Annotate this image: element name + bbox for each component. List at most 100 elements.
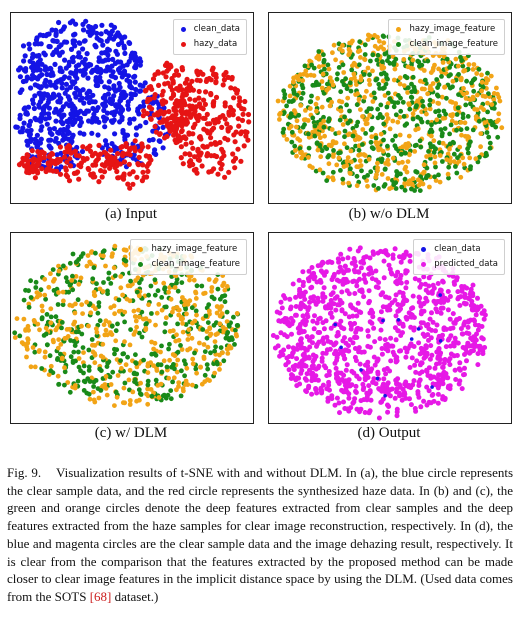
scatter-point xyxy=(368,127,374,133)
scatter-point xyxy=(87,259,93,265)
scatter-point xyxy=(472,322,478,328)
scatter-point xyxy=(290,345,296,351)
scatter-point xyxy=(362,52,368,57)
scatter-point xyxy=(384,381,390,387)
scatter-point xyxy=(412,362,418,368)
scatter-point xyxy=(297,291,303,297)
scatter-point xyxy=(402,176,408,182)
scatter-point xyxy=(160,124,166,130)
scatter-point xyxy=(418,144,424,150)
scatter-point xyxy=(35,170,41,176)
scatter-point xyxy=(238,158,244,164)
scatter-point xyxy=(181,134,187,140)
scatter-point xyxy=(482,94,488,99)
scatter-point xyxy=(458,326,464,332)
scatter-point xyxy=(375,165,380,171)
scatter-point xyxy=(63,275,69,281)
scatter-point xyxy=(353,383,359,389)
scatter-point xyxy=(309,93,314,99)
scatter-point xyxy=(102,138,109,144)
scatter-point xyxy=(148,115,154,122)
scatter-point xyxy=(226,322,232,328)
scatter-point xyxy=(133,125,140,131)
scatter-point xyxy=(69,278,75,283)
scatter-point xyxy=(463,102,469,108)
scatter-point xyxy=(332,295,338,301)
scatter-point xyxy=(175,357,181,363)
citation-link[interactable]: [68] xyxy=(89,588,112,604)
scatter-point xyxy=(371,90,377,96)
scatter-point xyxy=(402,150,408,156)
scatter-point xyxy=(210,65,216,71)
scatter-point xyxy=(436,346,442,351)
scatter-point xyxy=(38,287,44,293)
scatter-point xyxy=(146,137,152,143)
scatter-point xyxy=(367,298,372,304)
scatter-point xyxy=(205,366,211,372)
scatter-point xyxy=(197,69,203,75)
scatter-point xyxy=(462,372,467,377)
scatter-point xyxy=(352,75,357,81)
scatter-point xyxy=(127,84,133,90)
scatter-point xyxy=(180,161,186,167)
scatter-point xyxy=(22,53,28,59)
scatter-point xyxy=(98,79,104,85)
scatter-point xyxy=(224,284,230,289)
scatter-point xyxy=(376,186,381,191)
scatter-point xyxy=(466,343,472,349)
scatter-point xyxy=(336,155,342,161)
scatter-point xyxy=(419,86,425,92)
scatter-point xyxy=(328,325,334,331)
scatter-point xyxy=(358,163,364,168)
scatter-point xyxy=(358,259,364,265)
scatter-point xyxy=(336,150,341,156)
scatter-point xyxy=(208,135,214,141)
scatter-point xyxy=(89,130,95,136)
scatter-point xyxy=(171,362,176,367)
scatter-point xyxy=(208,90,214,97)
scatter-point xyxy=(293,312,299,318)
scatter-point xyxy=(136,111,142,117)
scatter-point xyxy=(300,269,306,275)
scatter-point xyxy=(325,154,331,160)
scatter-point xyxy=(106,276,111,282)
scatter-point xyxy=(438,127,444,132)
scatter-point xyxy=(298,103,304,108)
scatter-point xyxy=(358,265,364,271)
scatter-point xyxy=(42,354,48,360)
scatter-plot-c xyxy=(12,243,241,408)
scatter-point xyxy=(366,410,372,416)
scatter-point xyxy=(445,171,451,177)
scatter-point xyxy=(357,39,363,45)
scatter-point xyxy=(43,325,49,331)
scatter-point xyxy=(193,166,199,172)
scatter-point xyxy=(319,104,325,110)
scatter-point xyxy=(120,127,126,134)
scatter-point xyxy=(56,381,62,387)
scatter-point xyxy=(315,263,321,269)
scatter-point xyxy=(179,127,185,134)
scatter-point xyxy=(457,303,463,308)
scatter-point xyxy=(479,347,485,353)
scatter-point xyxy=(388,358,394,364)
scatter-point xyxy=(103,142,109,148)
scatter-point xyxy=(339,325,345,331)
scatter-point xyxy=(365,375,371,380)
scatter-point xyxy=(386,404,392,409)
scatter-point xyxy=(447,65,452,70)
scatter-point xyxy=(314,343,319,349)
scatter-point xyxy=(195,148,201,154)
scatter-point xyxy=(350,400,356,406)
scatter-point xyxy=(406,383,412,388)
scatter-point xyxy=(321,118,327,124)
scatter-point xyxy=(91,389,96,395)
scatter-point xyxy=(124,77,130,83)
scatter-point xyxy=(355,91,360,97)
scatter-point xyxy=(103,161,109,167)
scatter-point xyxy=(48,145,54,151)
scatter-point xyxy=(360,142,365,147)
scatter-point xyxy=(291,75,296,81)
scatter-point xyxy=(447,159,453,164)
scatter-point xyxy=(26,304,32,310)
scatter-point xyxy=(407,106,413,112)
